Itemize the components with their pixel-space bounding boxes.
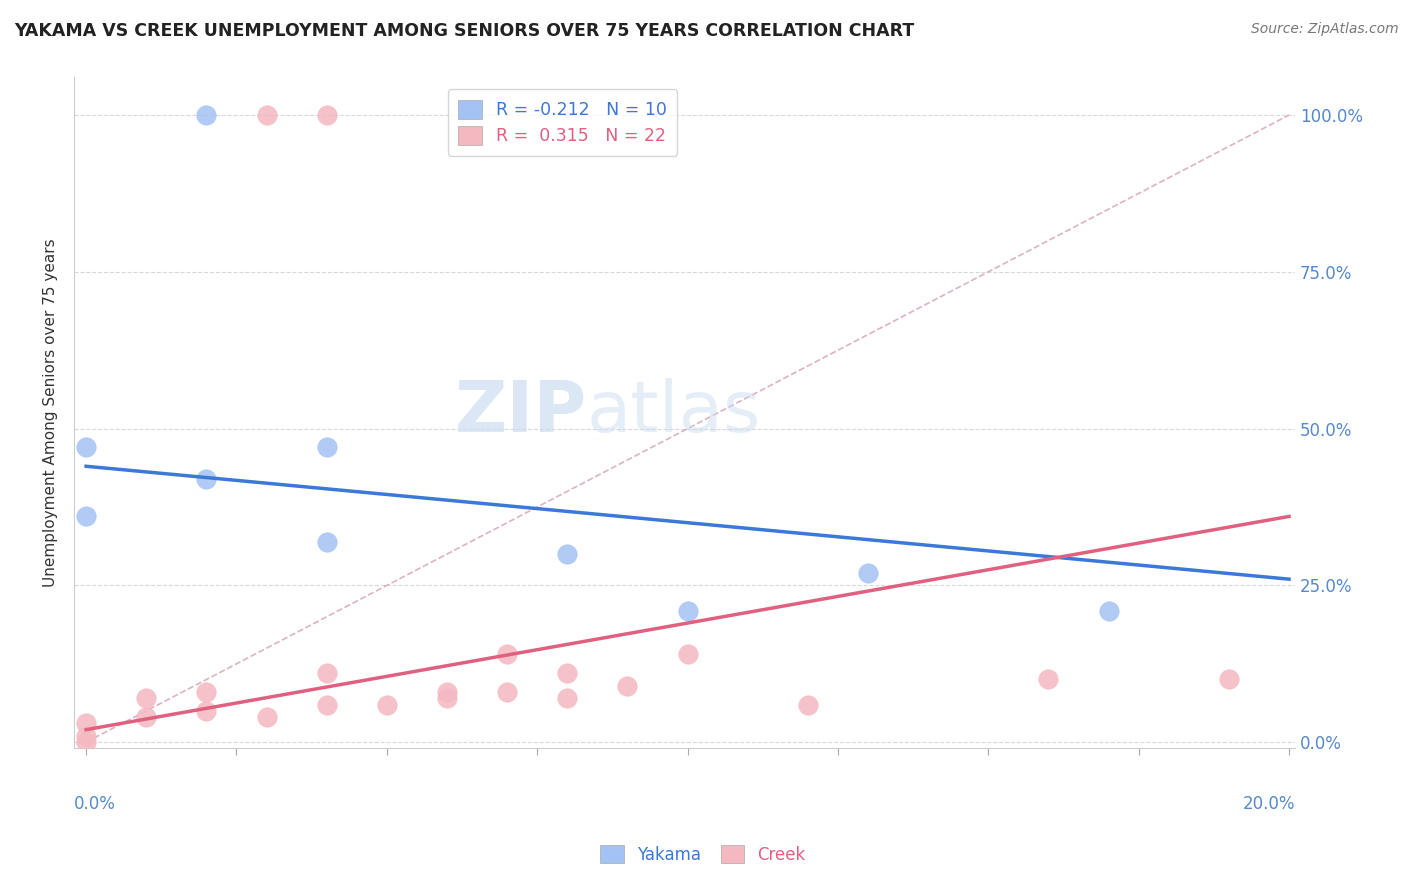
Text: atlas: atlas	[586, 378, 761, 448]
Legend: R = -0.212   N = 10, R =  0.315   N = 22: R = -0.212 N = 10, R = 0.315 N = 22	[447, 89, 678, 156]
Point	[315, 108, 337, 122]
Text: YAKAMA VS CREEK UNEMPLOYMENT AMONG SENIORS OVER 75 YEARS CORRELATION CHART: YAKAMA VS CREEK UNEMPLOYMENT AMONG SENIO…	[14, 22, 914, 40]
Point	[555, 691, 578, 706]
Point	[195, 685, 218, 699]
Point	[676, 648, 699, 662]
Point	[256, 710, 278, 724]
Y-axis label: Unemployment Among Seniors over 75 years: Unemployment Among Seniors over 75 years	[44, 239, 58, 587]
Point	[315, 666, 337, 681]
Point	[555, 666, 578, 681]
Point	[1097, 603, 1119, 617]
Point	[856, 566, 879, 580]
Point	[676, 603, 699, 617]
Point	[496, 685, 519, 699]
Point	[436, 685, 458, 699]
Point	[75, 509, 97, 524]
Point	[496, 648, 519, 662]
Point	[135, 710, 157, 724]
Point	[315, 441, 337, 455]
Point	[75, 729, 97, 743]
Point	[315, 698, 337, 712]
Point	[135, 691, 157, 706]
Point	[1218, 673, 1240, 687]
Point	[315, 534, 337, 549]
Point	[195, 704, 218, 718]
Point	[75, 441, 97, 455]
Text: ZIP: ZIP	[454, 378, 586, 448]
Legend: Yakama, Creek: Yakama, Creek	[593, 838, 813, 871]
Text: Source: ZipAtlas.com: Source: ZipAtlas.com	[1251, 22, 1399, 37]
Text: 20.0%: 20.0%	[1243, 796, 1295, 814]
Point	[195, 108, 218, 122]
Point	[75, 716, 97, 731]
Point	[195, 472, 218, 486]
Text: 0.0%: 0.0%	[75, 796, 115, 814]
Point	[375, 698, 398, 712]
Point	[75, 735, 97, 749]
Point	[436, 691, 458, 706]
Point	[555, 547, 578, 561]
Point	[797, 698, 820, 712]
Point	[616, 679, 638, 693]
Point	[256, 108, 278, 122]
Point	[1038, 673, 1060, 687]
